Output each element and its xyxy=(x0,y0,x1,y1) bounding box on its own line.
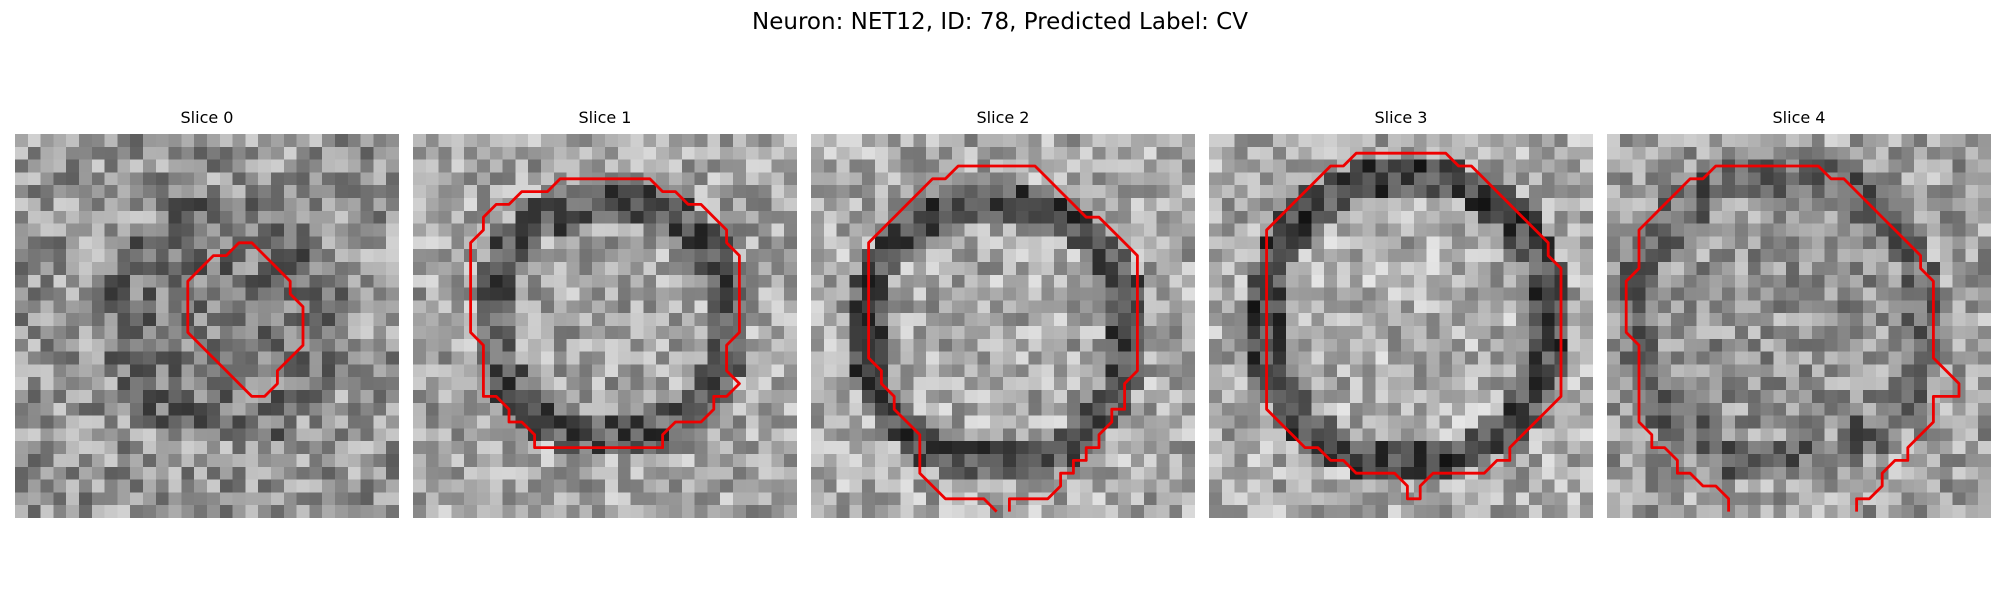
figure-title: Neuron: NET12, ID: 78, Predicted Label: … xyxy=(752,9,1248,35)
slice-title: Slice 4 xyxy=(1772,108,1826,127)
slice-title: Slice 0 xyxy=(180,108,234,127)
slice-panel-0: Slice 0 xyxy=(15,108,399,520)
slice-pixels xyxy=(811,134,1195,518)
slice-panel-2: Slice 2 xyxy=(811,108,1195,520)
slice-panel-1: Slice 1 xyxy=(413,108,797,520)
slice-pixels xyxy=(1607,134,1991,518)
slice-panel-3: Slice 3 xyxy=(1209,108,1593,520)
segmentation-contour xyxy=(1265,151,1563,501)
slice-title: Slice 1 xyxy=(578,108,632,127)
slice-panel-4: Slice 4 xyxy=(1607,108,1991,520)
slice-image xyxy=(15,134,399,518)
segmentation-contour xyxy=(469,177,741,450)
slice-image xyxy=(811,134,1195,518)
slice-title: Slice 3 xyxy=(1374,108,1428,127)
segmentation-contour xyxy=(1624,164,1961,512)
slice-title: Slice 2 xyxy=(976,108,1030,127)
segmentation-contour xyxy=(867,164,1139,513)
slice-image xyxy=(413,134,797,518)
slice-image xyxy=(1209,134,1593,518)
slice-pixels xyxy=(1209,134,1593,518)
slice-image xyxy=(1607,134,1991,518)
slice-pixels xyxy=(413,134,797,518)
slice-pixels xyxy=(15,134,399,518)
segmentation-contour xyxy=(186,241,305,398)
